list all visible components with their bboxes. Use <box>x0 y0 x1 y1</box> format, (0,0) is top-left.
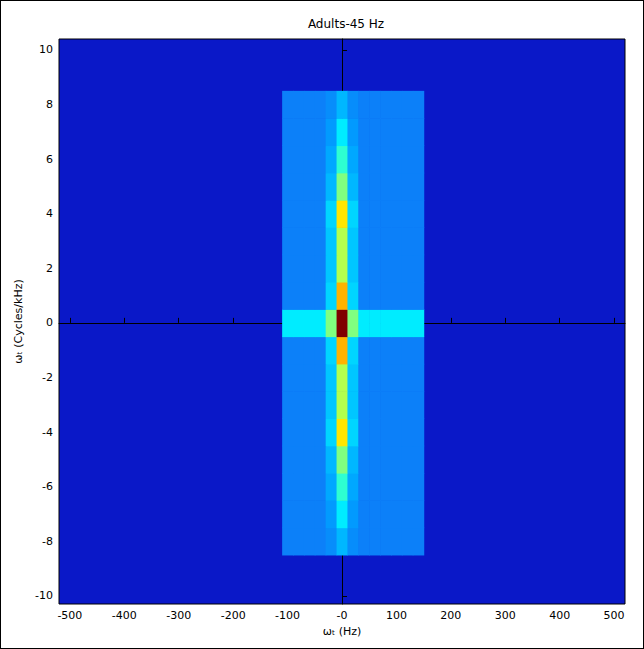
svg-text:-200: -200 <box>221 609 246 622</box>
svg-text:-4: -4 <box>42 426 53 439</box>
svg-text:8: 8 <box>46 98 53 111</box>
svg-text:-2: -2 <box>42 371 53 384</box>
svg-text:4: 4 <box>46 207 53 220</box>
svg-text:-300: -300 <box>166 609 191 622</box>
svg-text:ωₜ (Cycles/kHz): ωₜ (Cycles/kHz) <box>12 279 25 363</box>
svg-text:-400: -400 <box>112 609 137 622</box>
svg-text:200: 200 <box>440 609 461 622</box>
svg-text:ωₜ (Hz): ωₜ (Hz) <box>323 625 362 638</box>
svg-text:500: 500 <box>604 609 625 622</box>
svg-text:6: 6 <box>46 153 53 166</box>
svg-text:-6: -6 <box>42 480 53 493</box>
svg-text:2: 2 <box>46 262 53 275</box>
svg-text:0: 0 <box>46 316 53 329</box>
svg-text:-100: -100 <box>275 609 300 622</box>
svg-text:10: 10 <box>39 43 53 56</box>
svg-text:300: 300 <box>495 609 516 622</box>
svg-text:100: 100 <box>386 609 407 622</box>
svg-text:400: 400 <box>549 609 570 622</box>
svg-text:-10: -10 <box>35 589 53 602</box>
svg-text:-500: -500 <box>57 609 82 622</box>
svg-text:Adults-45 Hz: Adults-45 Hz <box>308 17 384 31</box>
svg-text:-0: -0 <box>337 609 348 622</box>
svg-text:-8: -8 <box>42 535 53 548</box>
